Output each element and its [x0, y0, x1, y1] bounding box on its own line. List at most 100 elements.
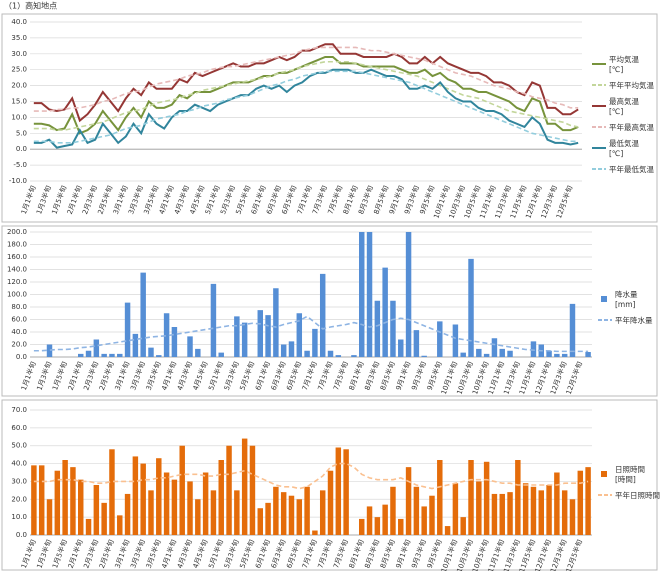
x-tick-label: 5月5半旬 [238, 538, 257, 569]
line-series [33, 462, 589, 490]
x-tick-label: 5月1半旬 [206, 538, 225, 569]
x-tick-label: 8月3半旬 [356, 184, 375, 215]
bar [210, 283, 217, 357]
legend: 降水量 [mm] 平年降水量 [598, 290, 653, 332]
bar [460, 352, 466, 357]
bar [390, 300, 396, 357]
bar [390, 486, 396, 535]
x-tick-label: 9月5半旬 [418, 184, 437, 215]
x-tick-label: 7月5半旬 [331, 538, 350, 569]
bar [312, 328, 318, 357]
bar [241, 438, 248, 535]
x-tick-label: 6月3半旬 [264, 184, 283, 215]
x-tick-label: 5月5半旬 [238, 360, 257, 391]
bar [476, 348, 482, 357]
bar [234, 316, 240, 357]
y-tick-label: 120.0 [7, 278, 27, 286]
bar [366, 232, 373, 357]
page-title: （1）高知地点 [4, 1, 57, 11]
legend-swatch [592, 60, 606, 70]
legend-label: 降水量 [mm] [615, 290, 638, 309]
legend-swatch [592, 102, 606, 112]
legend-label: 日照時間 [時間] [615, 465, 645, 484]
bar [366, 506, 373, 535]
x-tick-label: 6月3半旬 [269, 360, 288, 391]
x-tick-label: 8月3半旬 [362, 538, 381, 569]
line-series [33, 315, 589, 353]
bar [109, 353, 115, 357]
bar [374, 300, 381, 357]
bar [561, 353, 568, 357]
bar [585, 352, 591, 357]
line-series [33, 55, 579, 135]
x-tick-label: 6月1半旬 [249, 184, 268, 215]
y-tick-label: 5.0 [16, 129, 27, 137]
bar [187, 336, 193, 357]
y-tick-label: 200.0 [7, 228, 27, 236]
legend-item: 平年最高気温 [592, 123, 654, 133]
x-tick-label: 2月5半旬 [96, 184, 115, 215]
x-tick-label: 8月1半旬 [347, 360, 366, 391]
y-tick-label: 10.0 [11, 513, 27, 521]
bar [452, 324, 459, 357]
y-tick-label: 20.0 [11, 82, 27, 90]
bar [530, 341, 537, 357]
bar [452, 483, 459, 535]
x-tick-label: 2月3半旬 [80, 184, 99, 215]
y-tick-label: 60.0 [11, 316, 27, 324]
bar [499, 493, 505, 535]
x-tick-label: 7月5半旬 [331, 360, 350, 391]
x-tick-label: 5月3半旬 [222, 360, 241, 391]
x-tick-label: 4月1半旬 [159, 538, 178, 569]
bar [280, 492, 287, 535]
bar [195, 348, 201, 357]
bar [327, 470, 334, 535]
legend-item: 平年降水量 [598, 316, 653, 326]
legend-item: 平年日照時間 [598, 491, 660, 501]
x-tick-label: 1月5半旬 [50, 538, 69, 569]
bar [132, 456, 139, 535]
bar [93, 485, 100, 535]
x-tick-label: 6月5半旬 [284, 360, 303, 391]
y-tick-label: -5.0 [13, 161, 27, 169]
bar [78, 353, 84, 357]
bar [577, 470, 584, 535]
bar [296, 313, 303, 357]
bar [202, 472, 209, 535]
x-tick-label: 6月3半旬 [269, 538, 288, 569]
legend-item: 平年平均気温 [592, 81, 654, 91]
legend-swatch [598, 491, 612, 501]
legend-item: 平均気温 [℃] [592, 55, 654, 75]
bar [257, 508, 263, 535]
bar [226, 445, 232, 535]
bar [249, 445, 256, 535]
bar [265, 315, 271, 357]
bar [78, 479, 84, 535]
y-tick-label: 70.0 [11, 406, 27, 414]
x-tick-label: 9月1半旬 [394, 360, 413, 391]
bar [483, 461, 490, 535]
y-tick-label: 0.0 [16, 531, 27, 539]
legend-swatch [592, 144, 606, 154]
bar [171, 327, 178, 357]
x-tick-label: 1月1半旬 [19, 538, 38, 569]
x-tick-label: 4月3半旬 [175, 538, 194, 569]
x-tick-label: 4月5半旬 [191, 538, 210, 569]
x-tick-label: 3月5半旬 [144, 360, 163, 391]
bar [218, 460, 224, 535]
x-tick-label: 9月3半旬 [409, 538, 428, 569]
x-tick-label: 9月3半旬 [402, 184, 421, 215]
bar [218, 352, 224, 357]
bar [70, 467, 76, 535]
x-tick-label: 3月3半旬 [128, 538, 147, 569]
y-tick-label: 50.0 [11, 442, 27, 450]
x-tick-label: 1月1半旬 [19, 360, 38, 391]
bar [561, 490, 568, 535]
legend-label: 平年最低気温 [609, 165, 654, 174]
x-tick-label: 7月3半旬 [310, 184, 329, 215]
x-tick-label: 6月1半旬 [253, 360, 272, 391]
y-tick-label: 20.0 [11, 495, 27, 503]
line-series [33, 60, 579, 131]
y-tick-label: 160.0 [7, 253, 27, 261]
